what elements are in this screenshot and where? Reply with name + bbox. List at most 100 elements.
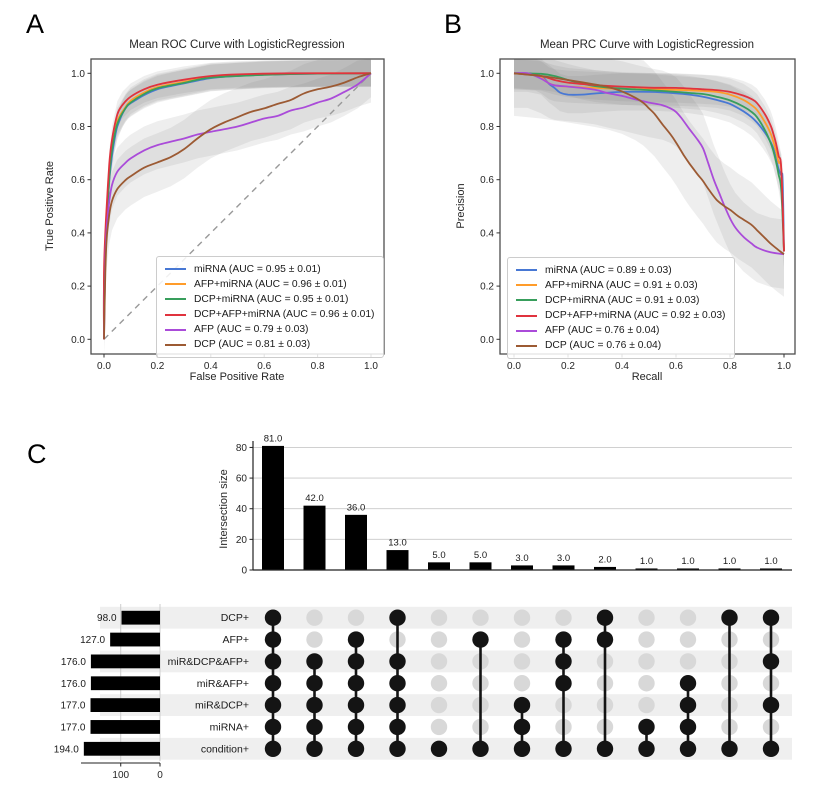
intersection-bar: [262, 445, 284, 570]
setsize-tick-label: 100: [112, 770, 129, 781]
set-name-label: AFP+: [222, 634, 249, 646]
legend-label: DCP+AFP+miRNA (AUC = 0.92 ± 0.03): [545, 310, 726, 322]
intersection-bar: [594, 566, 616, 570]
matrix-dot-filled: [389, 609, 406, 626]
legend-item: miRNA (AUC = 0.95 ± 0.01): [165, 263, 374, 276]
set-size-value-label: 176.0: [61, 657, 86, 668]
prc-chart: 0.0 0.2 0.4 0.6 0.8 1.0 0.0 0.2 0.4 0.6 0.8 1.0: [480, 58, 796, 372]
legend-label: miRNA (AUC = 0.89 ± 0.03): [545, 264, 672, 276]
matrix-dot-filled: [264, 631, 282, 648]
legend-item: AFP+miRNA (AUC = 0.91 ± 0.03): [516, 279, 725, 292]
y-tick-label: 0.2: [71, 282, 85, 293]
intersection-value-label: 3.0: [515, 553, 528, 564]
matrix-dot-filled: [306, 675, 323, 692]
intersection-value-label: 1.0: [640, 556, 653, 567]
roc-xaxis-label: False Positive Rate: [189, 371, 285, 383]
legend-label: DCP+AFP+miRNA (AUC = 0.96 ± 0.01): [194, 309, 375, 321]
prc-band-1: [514, 59, 784, 268]
matrix-dot-filled: [306, 696, 323, 714]
y-tick-label: 0.8: [71, 122, 85, 133]
legend-item: DCP+AFP+miRNA (AUC = 0.96 ± 0.01): [165, 308, 374, 321]
matrix-dot-filled: [389, 718, 406, 736]
matrix-dot-filled: [347, 631, 365, 648]
roc-curve-4: [103, 72, 372, 340]
legend-label: DCP+miRNA (AUC = 0.91 ± 0.03): [545, 294, 700, 306]
matrix-dot-filled: [264, 696, 282, 714]
prc-curve-3: [513, 72, 785, 252]
set-name-label: condition+: [201, 743, 249, 755]
y-tick-label: 1.0: [71, 69, 85, 80]
prc-xaxis-label: Recall: [631, 371, 663, 383]
set-name-label: miR&AFP+: [197, 678, 249, 690]
set-size-bar: [121, 610, 160, 625]
intersection-bar: [428, 562, 450, 570]
matrix-dot-empty: [306, 631, 323, 648]
matrix-dot-filled: [555, 631, 572, 648]
intersection-bar: [635, 568, 658, 570]
legend-line-swatch: [516, 314, 537, 317]
legend-item: DCP (AUC = 0.81 ± 0.03): [165, 338, 374, 351]
matrix-dot-filled: [306, 740, 323, 757]
x-tick-label: 0.0: [97, 361, 111, 372]
legend-item: AFP+miRNA (AUC = 0.96 ± 0.01): [165, 278, 374, 291]
legend-item: AFP (AUC = 0.76 ± 0.04): [516, 324, 725, 337]
upset-chart: 81.0 42.0 36.0 13.0 5.0 5.0 3.0 3.0 2.0 1.0 1.0 1.0…: [54, 433, 792, 781]
set-name-label: DCP+: [221, 612, 249, 624]
matrix-dot-empty: [430, 718, 448, 736]
intersection-value-label: 3.0: [557, 553, 570, 564]
matrix-dot-filled: [347, 696, 365, 714]
x-tick-label: 0.6: [669, 361, 683, 372]
matrix-dot-filled: [762, 740, 780, 757]
legend-label: DCP (AUC = 0.76 ± 0.04): [545, 340, 662, 352]
intersection-value-label: 36.0: [347, 502, 366, 513]
y-tick-label: 0.0: [71, 335, 85, 346]
x-tick-label: 0.2: [561, 361, 575, 372]
prc-legend: miRNA (AUC = 0.89 ± 0.03) AFP+miRNA (AUC …: [507, 257, 736, 360]
legend-line-swatch: [516, 329, 537, 332]
matrix-dot-empty: [430, 609, 448, 626]
matrix-dot-empty: [472, 609, 489, 626]
matrix-dot-filled: [389, 696, 406, 714]
matrix-dot-filled: [389, 740, 406, 757]
matrix-dot-filled: [264, 653, 282, 670]
x-tick-label: 0.0: [507, 361, 521, 372]
roc-legend: miRNA (AUC = 0.95 ± 0.01) AFP+miRNA (AUC …: [156, 256, 385, 359]
matrix-dot-filled: [596, 609, 614, 626]
matrix-dot-filled: [347, 653, 365, 670]
matrix-dot-filled: [679, 696, 697, 714]
legend-line-swatch: [165, 343, 186, 346]
x-tick-label: 1.0: [364, 361, 378, 372]
intersection-tick-label: 60: [236, 474, 248, 485]
y-tick-label: 0.8: [480, 122, 494, 133]
matrix-dot-empty: [430, 696, 448, 714]
matrix-dot-empty: [679, 631, 697, 648]
setsize-tick-label: 0: [157, 770, 163, 781]
prc-band-0: [514, 59, 784, 271]
matrix-dot-filled: [264, 740, 282, 757]
legend-line-swatch: [165, 268, 186, 271]
legend-line-swatch: [165, 328, 186, 331]
prc-band-5: [514, 59, 784, 297]
matrix-dot-filled: [347, 740, 365, 757]
prc-band-4: [514, 59, 784, 289]
prc-curve-4: [513, 72, 785, 256]
matrix-dot-empty: [638, 696, 655, 714]
y-tick-label: 1.0: [480, 69, 494, 80]
matrix-dot-empty: [638, 609, 655, 626]
x-tick-label: 0.4: [204, 361, 218, 372]
set-name-label: miRNA+: [210, 721, 249, 733]
set-size-value-label: 194.0: [54, 744, 79, 755]
intersection-value-label: 5.0: [432, 550, 445, 561]
legend-item: miRNA (AUC = 0.89 ± 0.03): [516, 264, 725, 277]
x-tick-label: 0.4: [615, 361, 629, 372]
matrix-dot-filled: [264, 675, 282, 692]
legend-item: DCP+AFP+miRNA (AUC = 0.92 ± 0.03): [516, 309, 725, 322]
legend-item: DCP+miRNA (AUC = 0.91 ± 0.03): [516, 294, 725, 307]
matrix-dot-filled: [555, 740, 572, 757]
legend-line-swatch: [516, 284, 537, 287]
matrix-dot-filled: [638, 718, 655, 736]
intersection-bar: [760, 568, 782, 570]
intersection-bar: [345, 514, 367, 570]
